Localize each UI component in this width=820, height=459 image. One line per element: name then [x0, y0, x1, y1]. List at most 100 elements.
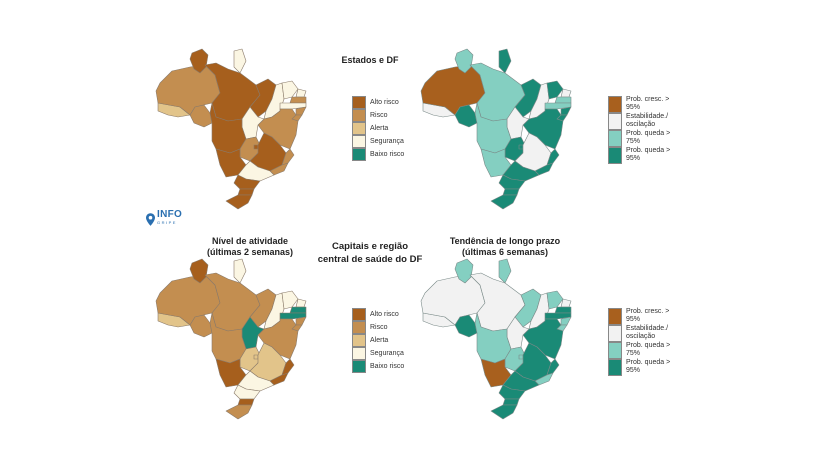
state-rr	[454, 258, 474, 284]
legend-label: Alto risco	[370, 310, 399, 318]
map-states-trend	[420, 48, 572, 210]
state-sc	[237, 398, 255, 406]
state-ce	[281, 80, 299, 100]
state-rs	[490, 404, 518, 420]
legend-label: Baixo risco	[370, 150, 405, 158]
title-states-text: Estados e DF	[341, 55, 399, 65]
legend-swatch	[608, 308, 622, 325]
legend-item: Baixo risco	[352, 360, 404, 373]
legend-item: Estabilidade./ oscilação	[608, 113, 674, 130]
legend-item: Alto risco	[352, 308, 404, 321]
title-capitals-line1: Capitais e região	[331, 241, 409, 252]
state-sc	[502, 398, 520, 406]
legend-swatch	[352, 360, 366, 373]
legend-label: Risco	[370, 323, 388, 331]
state-pb	[289, 96, 307, 104]
legend-item: Alto risco	[352, 96, 404, 109]
state-rn	[560, 298, 572, 308]
title-states: Estados e DF	[320, 55, 420, 66]
state-sc	[502, 188, 520, 196]
legend-label: Prob. queda > 75%	[626, 342, 671, 357]
legend-item: Prob. queda > 75%	[608, 342, 674, 359]
legend-swatch	[608, 96, 622, 113]
legend-label: Estabilidade./ oscilação	[626, 113, 669, 128]
location-pin-icon	[146, 212, 155, 226]
state-rn	[560, 88, 572, 98]
map-states-activity	[155, 48, 307, 210]
state-pb	[554, 96, 572, 104]
legend-label: Alto risco	[370, 98, 399, 106]
state-pb	[554, 306, 572, 314]
state-rs	[225, 404, 253, 420]
legend-item: Segurança	[352, 135, 404, 148]
state-df	[253, 144, 259, 150]
state-es	[546, 148, 560, 166]
legend-swatch	[352, 122, 366, 135]
state-rs	[490, 194, 518, 210]
legend-trend-bottom: Prob. cresc. > 95% Estabilidade./ oscila…	[608, 308, 674, 376]
state-ce	[546, 80, 564, 100]
state-es	[281, 358, 295, 376]
legend-label: Prob. queda > 95%	[626, 147, 671, 162]
legend-swatch	[352, 96, 366, 109]
title-capitals-line2: central de saúde do DF	[317, 254, 423, 265]
legend-label: Alerta	[370, 124, 389, 132]
legend-swatch	[352, 135, 366, 148]
legend-swatch	[608, 325, 622, 342]
legend-label: Prob. cresc. > 95%	[626, 308, 670, 323]
legend-label: Alerta	[370, 336, 389, 344]
state-rr	[454, 48, 474, 74]
legend-swatch	[352, 148, 366, 161]
state-ce	[281, 290, 299, 310]
legend-label: Prob. queda > 95%	[626, 359, 671, 374]
legend-swatch	[352, 347, 366, 360]
state-ap	[233, 48, 247, 74]
legend-label: Segurança	[370, 349, 404, 357]
state-rn	[295, 298, 307, 308]
legend-swatch	[352, 308, 366, 321]
state-ap	[233, 258, 247, 284]
legend-swatch	[352, 334, 366, 347]
title-activity-line2: (últimas 2 semanas)	[206, 247, 294, 257]
legend-item: Estabilidade./ oscilação	[608, 325, 674, 342]
state-df	[518, 144, 524, 150]
title-activity-level: Nível de atividade (últimas 2 semanas)	[195, 236, 305, 258]
legend-swatch	[608, 342, 622, 359]
map-capitals-activity	[155, 258, 307, 420]
state-sc	[237, 188, 255, 196]
legend-item: Alerta	[352, 334, 404, 347]
legend-item: Prob. queda > 75%	[608, 130, 674, 147]
state-df	[253, 354, 259, 360]
state-rr	[189, 48, 209, 74]
legend-label: Segurança	[370, 137, 404, 145]
legend-item: Prob. queda > 95%	[608, 147, 674, 164]
legend-swatch	[608, 130, 622, 147]
state-rr	[189, 258, 209, 284]
state-ap	[498, 258, 512, 284]
legend-swatch	[608, 147, 622, 164]
legend-swatch	[608, 359, 622, 376]
legend-item: Prob. queda > 95%	[608, 359, 674, 376]
state-ap	[498, 48, 512, 74]
title-long-term-trend: Tendência de longo prazo (últimas 6 sema…	[440, 236, 570, 258]
title-trend-line1: Tendência de longo prazo	[449, 236, 561, 246]
state-rs	[225, 194, 253, 210]
state-rn	[295, 88, 307, 98]
legend-label: Prob. queda > 75%	[626, 130, 671, 145]
legend-item: Prob. cresc. > 95%	[608, 96, 674, 113]
legend-label: Prob. cresc. > 95%	[626, 96, 670, 111]
logo-subtitle: GRIPE	[157, 220, 177, 225]
state-df	[518, 354, 524, 360]
legend-item: Segurança	[352, 347, 404, 360]
legend-item: Prob. cresc. > 95%	[608, 308, 674, 325]
legend-swatch	[352, 109, 366, 122]
legend-item: Alerta	[352, 122, 404, 135]
map-capitals-trend	[420, 258, 572, 420]
legend-label: Risco	[370, 111, 388, 119]
infogripe-logo: INFO GRIPE	[146, 210, 182, 227]
legend-trend-top: Prob. cresc. > 95% Estabilidade./ oscila…	[608, 96, 674, 164]
title-capitals: Capitais e região central de saúde do DF	[310, 240, 430, 266]
legend-item: Baixo risco	[352, 148, 404, 161]
legend-label: Estabilidade./ oscilação	[626, 325, 669, 340]
state-es	[546, 358, 560, 376]
